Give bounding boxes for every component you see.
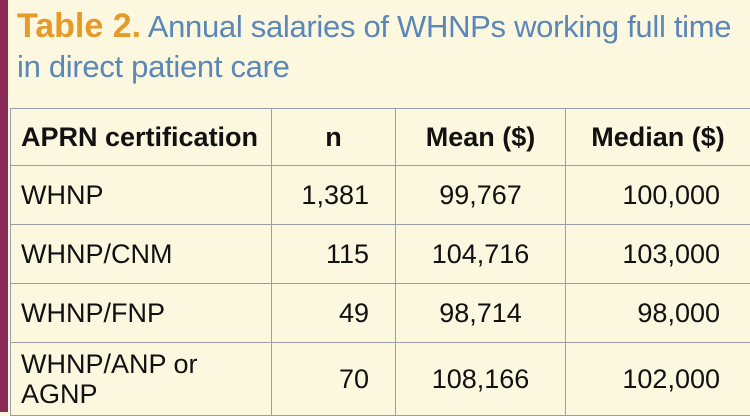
header-median: Median ($) xyxy=(566,109,750,166)
cell-n: 115 xyxy=(272,225,396,284)
header-row: APRN certification n Mean ($) Median ($) xyxy=(11,109,750,166)
cell-mean: 99,767 xyxy=(396,166,566,225)
table-row: WHNP/CNM 115 104,716 103,000 xyxy=(11,225,750,284)
cell-n: 70 xyxy=(272,343,396,416)
cell-certification: WHNP/FNP xyxy=(11,284,272,343)
table-row: WHNP/ANP or AGNP 70 108,166 102,000 xyxy=(11,343,750,416)
cell-median: 100,000 xyxy=(566,166,750,225)
table-row: WHNP/FNP 49 98,714 98,000 xyxy=(11,284,750,343)
header-mean: Mean ($) xyxy=(396,109,566,166)
cell-certification: WHNP/CNM xyxy=(11,225,272,284)
cell-certification: WHNP xyxy=(11,166,272,225)
table-row: WHNP 1,381 99,767 100,000 xyxy=(11,166,750,225)
table-caption: Table 2. Annual salaries of WHNPs workin… xyxy=(17,6,742,87)
cell-mean: 104,716 xyxy=(396,225,566,284)
cell-n: 49 xyxy=(272,284,396,343)
cell-median: 102,000 xyxy=(566,343,750,416)
cell-median: 103,000 xyxy=(566,225,750,284)
accent-bar xyxy=(0,0,8,412)
header-certification: APRN certification xyxy=(11,109,272,166)
table-label: Table 2. xyxy=(17,7,141,45)
salary-table: APRN certification n Mean ($) Median ($)… xyxy=(10,108,750,416)
cell-n: 1,381 xyxy=(272,166,396,225)
header-n: n xyxy=(272,109,396,166)
cell-mean: 108,166 xyxy=(396,343,566,416)
cell-certification: WHNP/ANP or AGNP xyxy=(11,343,272,416)
cell-mean: 98,714 xyxy=(396,284,566,343)
cell-median: 98,000 xyxy=(566,284,750,343)
